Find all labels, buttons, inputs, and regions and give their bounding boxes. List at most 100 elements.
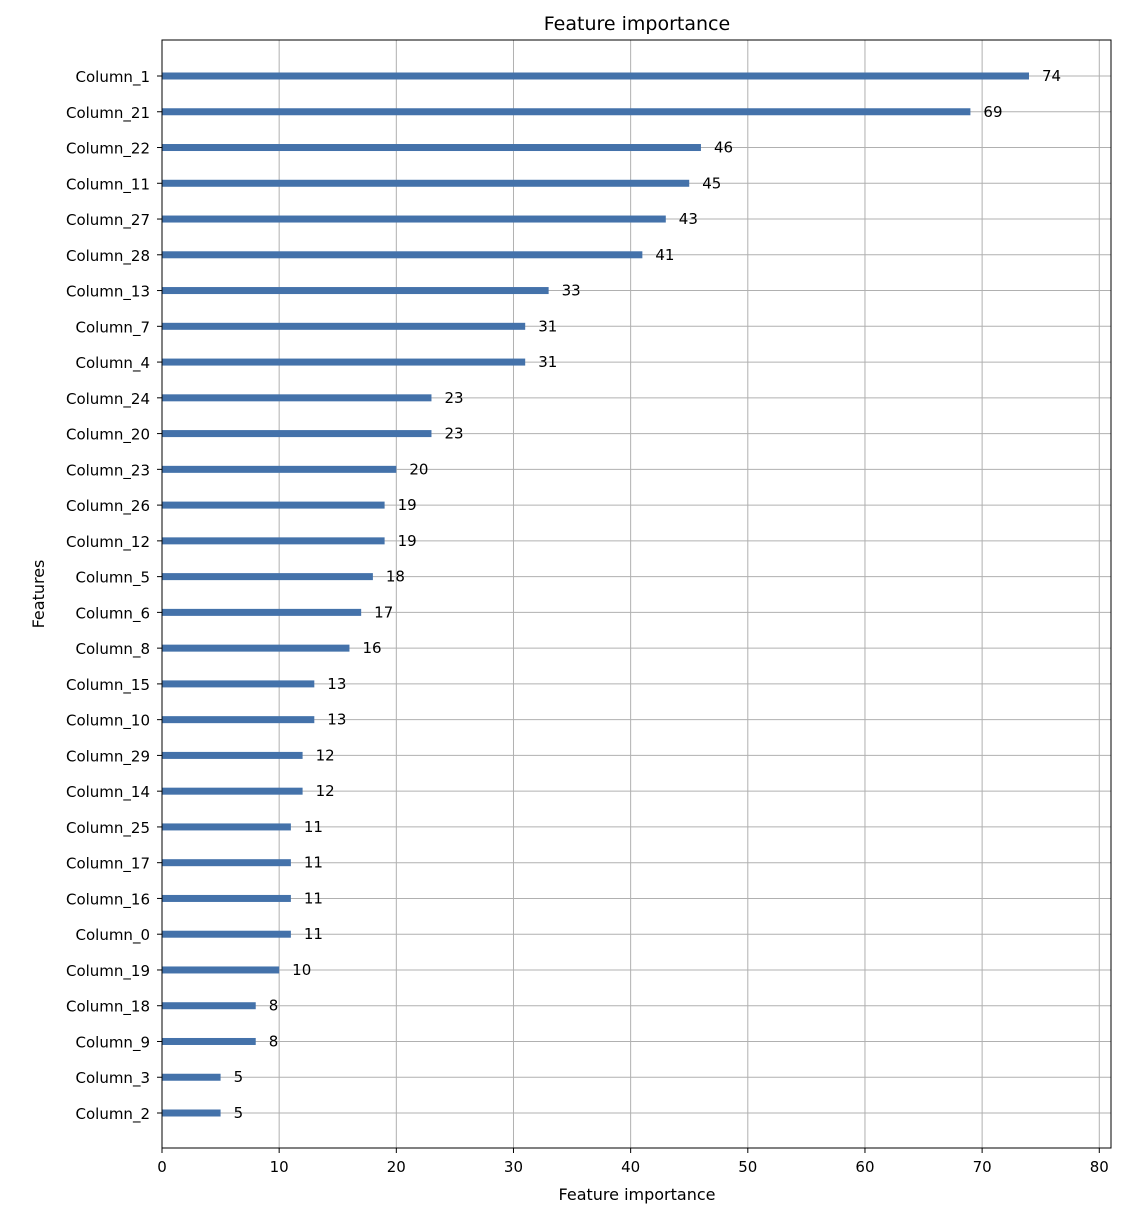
x-tick-label: 30 xyxy=(504,1158,523,1176)
y-tick-label: Column_22 xyxy=(66,140,150,159)
y-tick-label: Column_16 xyxy=(66,890,150,909)
grid-layer xyxy=(161,40,1111,1148)
bar-value-label: 13 xyxy=(327,711,346,729)
y-tick-label: Column_10 xyxy=(66,712,150,731)
bar-column-16 xyxy=(162,894,291,902)
y-axis-label: Features xyxy=(29,560,48,629)
bar-value-label: 17 xyxy=(374,603,393,621)
x-tick-label: 70 xyxy=(973,1158,992,1176)
bars-layer xyxy=(162,72,1029,1117)
bar-value-label: 74 xyxy=(1042,67,1061,85)
bar-value-label: 19 xyxy=(398,532,417,550)
bar-value-label: 13 xyxy=(327,675,346,693)
bar-value-label: 8 xyxy=(269,1032,279,1050)
y-tick-label: Column_9 xyxy=(76,1033,151,1052)
bar-value-label: 11 xyxy=(304,854,323,872)
bar-value-label: 46 xyxy=(714,139,733,157)
y-tick-label: Column_11 xyxy=(66,175,150,194)
bar-column-24 xyxy=(162,394,432,402)
y-tick-label: Column_21 xyxy=(66,104,150,123)
bar-column-20 xyxy=(162,430,432,438)
x-axis-ticks: 0 10 20 30 40 50 60 70 80 xyxy=(157,1148,1109,1176)
bar-value-label: 33 xyxy=(562,282,581,300)
y-tick-label: Column_26 xyxy=(66,497,150,516)
bar-value-label: 45 xyxy=(702,174,721,192)
y-tick-label: Column_6 xyxy=(76,604,151,623)
bar-value-label: 11 xyxy=(304,925,323,943)
y-axis-ticks: Column_1 Column_21 Column_22 Column_11 Colum… xyxy=(66,68,162,1124)
x-axis-label: Feature importance xyxy=(559,1185,716,1204)
bar-value-label: 43 xyxy=(679,210,698,228)
y-tick-label: Column_4 xyxy=(76,354,151,373)
bar-column-19 xyxy=(162,966,280,974)
bar-column-21 xyxy=(162,108,971,116)
bar-column-18 xyxy=(162,1002,256,1010)
bar-value-label: 5 xyxy=(234,1104,244,1122)
bar-value-label: 23 xyxy=(444,425,463,443)
y-tick-label: Column_29 xyxy=(66,747,150,766)
bar-column-29 xyxy=(162,751,303,759)
x-tick-label: 0 xyxy=(157,1158,167,1176)
bar-value-label: 41 xyxy=(655,246,674,264)
bar-column-25 xyxy=(162,823,291,831)
x-tick-label: 40 xyxy=(621,1158,640,1176)
bar-value-label: 8 xyxy=(269,997,279,1015)
y-tick-label: Column_3 xyxy=(76,1069,151,1088)
bar-value-label: 69 xyxy=(983,103,1002,121)
bar-value-label: 31 xyxy=(538,353,557,371)
bar-value-label: 11 xyxy=(304,818,323,836)
bar-column-9 xyxy=(162,1037,256,1045)
y-tick-label: Column_13 xyxy=(66,283,150,302)
y-tick-label: Column_19 xyxy=(66,962,150,981)
bar-column-7 xyxy=(162,322,526,330)
y-tick-label: Column_25 xyxy=(66,819,150,838)
y-tick-label: Column_18 xyxy=(66,998,150,1017)
y-tick-label: Column_20 xyxy=(66,426,150,445)
bar-column-1 xyxy=(162,72,1029,80)
bar-value-label: 11 xyxy=(304,889,323,907)
y-tick-label: Column_28 xyxy=(66,247,150,266)
bar-column-28 xyxy=(162,251,643,259)
x-tick-label: 80 xyxy=(1090,1158,1109,1176)
bar-value-label: 12 xyxy=(316,746,335,764)
y-tick-label: Column_8 xyxy=(76,640,151,659)
bar-value-label: 16 xyxy=(362,639,381,657)
bar-column-10 xyxy=(162,716,315,724)
y-tick-label: Column_17 xyxy=(66,855,150,874)
bar-column-0 xyxy=(162,930,291,938)
bar-column-5 xyxy=(162,573,373,581)
bar-column-2 xyxy=(162,1109,221,1117)
y-tick-label: Column_23 xyxy=(66,461,150,480)
bar-value-label: 31 xyxy=(538,317,557,335)
bar-value-label: 18 xyxy=(386,568,405,586)
bar-value-label: 5 xyxy=(234,1068,244,1086)
plot-frame xyxy=(161,39,1112,1149)
y-tick-label: Column_15 xyxy=(66,676,150,695)
x-tick-label: 10 xyxy=(270,1158,289,1176)
bar-column-27 xyxy=(162,215,666,223)
y-tick-label: Column_12 xyxy=(66,533,150,552)
bar-column-17 xyxy=(162,859,291,867)
bar-column-6 xyxy=(162,608,362,616)
bar-value-label: 20 xyxy=(409,460,428,478)
bar-column-22 xyxy=(162,144,701,152)
bar-column-3 xyxy=(162,1073,221,1081)
bar-column-8 xyxy=(162,644,350,652)
x-tick-label: 50 xyxy=(738,1158,757,1176)
bar-column-13 xyxy=(162,287,549,295)
y-tick-label: Column_24 xyxy=(66,390,150,409)
x-tick-label: 60 xyxy=(855,1158,874,1176)
y-tick-label: Column_5 xyxy=(76,569,151,588)
bar-value-label: 12 xyxy=(316,782,335,800)
y-tick-label: Column_27 xyxy=(66,211,150,230)
x-tick-label: 20 xyxy=(387,1158,406,1176)
bar-value-label: 10 xyxy=(292,961,311,979)
bar-column-26 xyxy=(162,501,385,509)
bar-column-11 xyxy=(162,179,690,187)
bar-column-4 xyxy=(162,358,526,366)
bar-column-14 xyxy=(162,787,303,795)
y-tick-label: Column_1 xyxy=(76,68,151,87)
bar-column-15 xyxy=(162,680,315,688)
